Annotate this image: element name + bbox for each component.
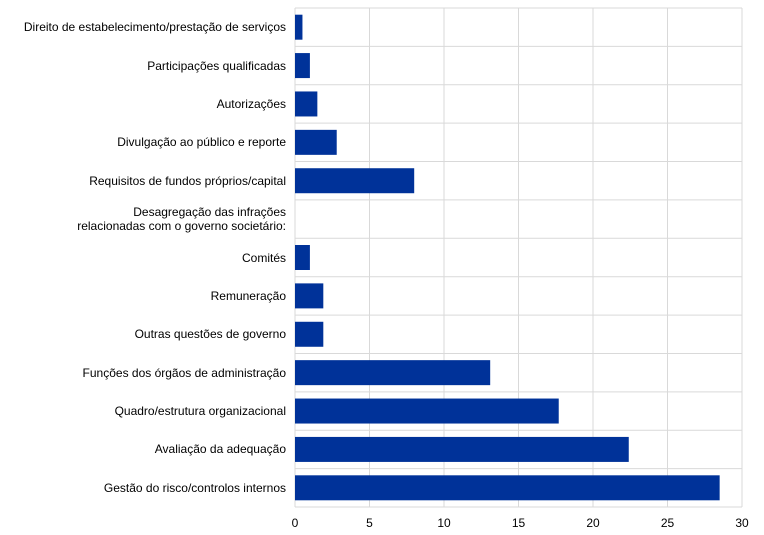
bar: [295, 14, 303, 40]
y-tick-label: Autorizações: [216, 96, 286, 111]
y-tick-label: Quadro/estrutura organizacional: [114, 404, 286, 419]
x-tick-label: 25: [661, 516, 675, 530]
x-tick-label: 20: [586, 516, 600, 530]
y-tick-label: Comités: [241, 250, 286, 265]
y-tick-label: Remuneração: [210, 288, 286, 303]
y-tick-label: Avaliação da adequação: [154, 442, 286, 457]
x-tick-label: 15: [512, 516, 526, 530]
bar: [295, 129, 337, 155]
bar: [295, 436, 629, 462]
y-tick-label: Gestão do risco/controlos internos: [103, 480, 286, 495]
bar: [295, 168, 415, 194]
x-tick-label: 30: [735, 516, 749, 530]
y-tick-label: Participações qualificadas: [147, 58, 286, 73]
x-tick-label: 0: [292, 516, 299, 530]
bar: [295, 321, 324, 347]
y-tick-label: Desagregação das infrações relacionadas …: [77, 205, 286, 234]
bar: [295, 398, 559, 424]
y-tick-label: Direito de estabelecimento/prestação de …: [23, 20, 286, 35]
bar: [295, 283, 324, 309]
bar: [295, 360, 491, 386]
x-tick-label: 10: [437, 516, 451, 530]
y-tick-label: Divulgação ao público e reporte: [117, 135, 286, 150]
bar: [295, 53, 310, 79]
y-tick-label: Requisitos de fundos próprios/capital: [89, 173, 286, 188]
x-tick-label: 5: [366, 516, 373, 530]
bar: [295, 91, 318, 117]
bar: [295, 475, 720, 501]
bar: [295, 245, 310, 270]
y-tick-label: Outras questões de governo: [134, 327, 286, 342]
y-tick-label: Funções dos órgãos de administração: [82, 365, 286, 380]
